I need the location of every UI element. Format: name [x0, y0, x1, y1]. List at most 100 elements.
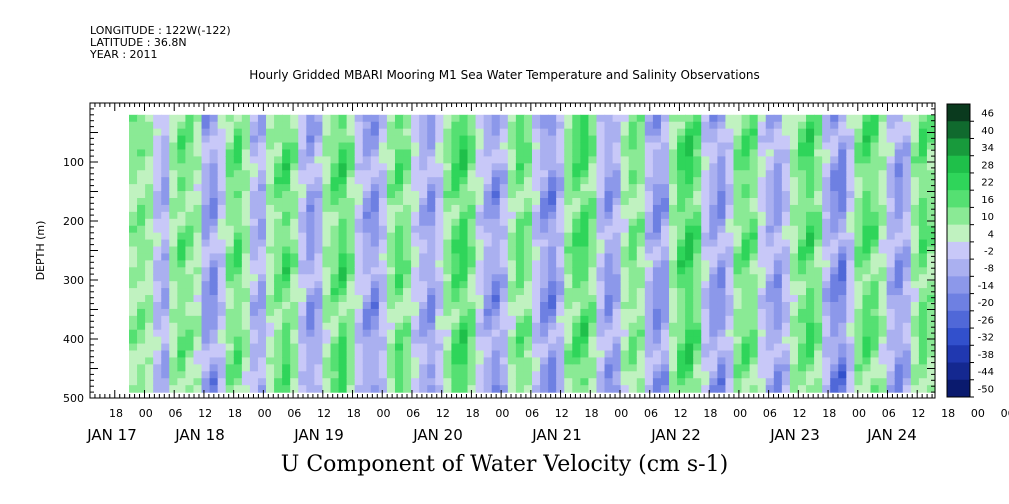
heatmap-cell [386, 301, 396, 310]
heatmap-cell [306, 156, 315, 164]
heatmap-cell [233, 385, 243, 393]
heatmap-cell [137, 301, 146, 310]
heatmap-cell [814, 329, 823, 338]
heatmap-cell [806, 253, 815, 261]
heatmap-cell [515, 308, 525, 317]
heatmap-cell [451, 364, 461, 372]
heatmap-cell [306, 218, 315, 227]
heatmap-cell [523, 253, 533, 261]
heatmap-cell [330, 232, 340, 241]
heatmap-cell [209, 253, 219, 261]
heatmap-cell [806, 295, 815, 303]
heatmap-cell [330, 128, 340, 137]
heatmap-cell [797, 253, 807, 261]
heatmap-cell [733, 371, 743, 379]
heatmap-cell [604, 322, 614, 331]
heatmap-cell [346, 350, 356, 359]
heatmap-cell [217, 364, 227, 372]
heatmap-cell [161, 253, 170, 261]
heatmap-cell [564, 267, 573, 275]
heatmap-cell [177, 350, 187, 359]
heatmap-cell [540, 246, 549, 255]
heatmap-cell [838, 315, 847, 324]
heatmap-cell [169, 378, 178, 386]
heatmap-cell [515, 301, 525, 310]
heatmap-cell [789, 184, 799, 192]
heatmap-cell [773, 385, 783, 393]
heatmap-cell [781, 260, 791, 268]
heatmap-cell [523, 128, 533, 137]
heatmap-cell [806, 260, 815, 268]
heatmap-cell [797, 385, 807, 393]
heatmap-cell [177, 163, 187, 171]
heatmap-cell [910, 204, 920, 213]
heatmap-cell [306, 184, 315, 192]
heatmap-cell [290, 288, 299, 296]
heatmap-cell [830, 357, 839, 365]
heatmap-cell [870, 177, 880, 185]
heatmap-cell [443, 371, 452, 379]
heatmap-cell [354, 114, 364, 123]
heatmap-cell [169, 232, 178, 241]
heatmap-cell [540, 128, 549, 137]
heatmap-cell [532, 239, 541, 248]
heatmap-cell [870, 295, 880, 303]
heatmap-cell [910, 246, 920, 255]
heatmap-cell [177, 218, 187, 227]
heatmap-cell [403, 357, 412, 365]
heatmap-cell [854, 308, 864, 317]
heatmap-cell [282, 357, 291, 365]
heatmap-cell [233, 364, 243, 372]
heatmap-cell [338, 239, 348, 248]
heatmap-cell [781, 295, 791, 303]
heatmap-cell [749, 225, 759, 234]
heatmap-cell [781, 204, 791, 213]
heatmap-cell [685, 378, 694, 386]
heatmap-cell [612, 191, 622, 199]
heatmap-cell [201, 260, 211, 268]
heatmap-cell [773, 371, 783, 379]
heatmap-cell [838, 281, 847, 289]
heatmap-cell [822, 232, 831, 241]
heatmap-cell [435, 308, 444, 317]
heatmap-cell [806, 232, 815, 241]
heatmap-cell [652, 191, 662, 199]
heatmap-cell [693, 184, 702, 192]
heatmap-cell [161, 121, 170, 130]
heatmap-cell [757, 260, 767, 268]
heatmap-cell [789, 197, 799, 206]
heatmap-cell [249, 357, 259, 365]
heatmap-cell [451, 343, 461, 352]
heatmap-cell [910, 260, 920, 268]
heatmap-cell [306, 301, 315, 310]
heatmap-cell [266, 315, 275, 324]
heatmap-cell [781, 343, 791, 352]
heatmap-cell [612, 295, 622, 303]
heatmap-cell [346, 322, 356, 331]
heatmap-cell [910, 357, 920, 365]
heatmap-cell [878, 239, 888, 248]
heatmap-cell [507, 357, 517, 365]
heatmap-cell [773, 184, 783, 192]
heatmap-cell [628, 343, 638, 352]
heatmap-cell [443, 267, 452, 275]
heatmap-cell [354, 295, 364, 303]
heatmap-cell [306, 308, 315, 317]
heatmap-cell [644, 177, 654, 185]
heatmap-cell [427, 301, 436, 310]
heatmap-cell [362, 246, 372, 255]
heatmap-cell [910, 295, 920, 303]
x-hour-tick-label: 00 [258, 407, 272, 420]
heatmap-cell [290, 329, 299, 338]
heatmap-cell [572, 378, 581, 386]
heatmap-cell [902, 142, 912, 151]
heatmap-cell [225, 322, 235, 331]
heatmap-cell [765, 308, 775, 317]
heatmap-cell [153, 371, 162, 379]
heatmap-cell [789, 211, 799, 220]
heatmap-cell [814, 184, 823, 192]
heatmap-cell [233, 177, 243, 185]
heatmap-cell [274, 211, 283, 220]
heatmap-cell [870, 239, 880, 248]
heatmap-cell [806, 301, 815, 310]
